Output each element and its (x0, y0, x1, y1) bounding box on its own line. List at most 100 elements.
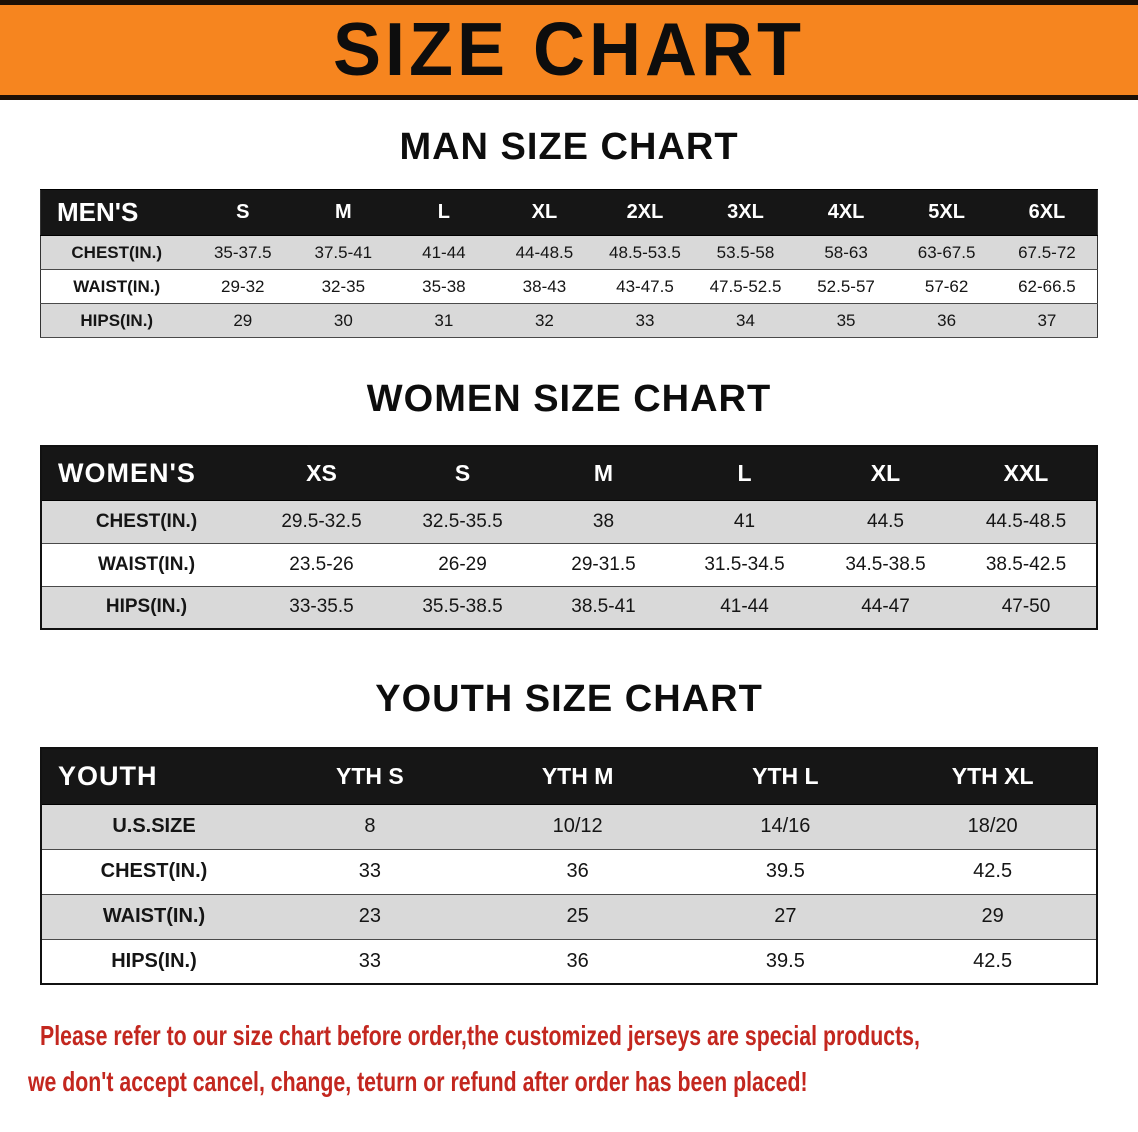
size-header-cell: 5XL (896, 189, 997, 236)
size-header-cell: 3XL (695, 189, 796, 236)
measurement-row: HIPS(IN.) 33-35.5 35.5-38.5 38.5-41 41-44 44-… (41, 585, 1097, 630)
value-cell: 33 (266, 848, 474, 895)
value-cell: 29 (192, 303, 294, 338)
measurement-row: WAIST(IN.) 23 25 27 29 (41, 893, 1097, 940)
row-label-cell: U.S.SIZE (41, 803, 266, 850)
size-header-cell: L (674, 445, 815, 501)
measurement-row: WAIST(IN.) 23.5-26 26-29 29-31.5 31.5-34.5 34… (41, 542, 1097, 587)
value-cell: 35-38 (393, 269, 495, 304)
value-cell: 42.5 (889, 848, 1097, 895)
value-cell: 31.5-34.5 (674, 542, 815, 587)
table-title-cell: WOMEN'S (41, 445, 251, 501)
size-header-cell: XS (251, 445, 392, 501)
value-cell: 30 (293, 303, 394, 338)
measurement-row: U.S.SIZE 8 10/12 14/16 18/20 (41, 803, 1097, 850)
value-cell: 32.5-35.5 (392, 499, 533, 544)
row-label-cell: CHEST(IN.) (41, 848, 266, 895)
women-size-table: WOMEN'S XS S M L XL XXL CHEST(IN.) 29.5-32.5 32.5… (40, 445, 1098, 630)
value-cell: 38-43 (494, 269, 595, 304)
row-label-cell: CHEST(IN.) (41, 499, 251, 544)
value-cell: 37.5-41 (293, 235, 394, 270)
table-body: CHEST(IN.) 29.5-32.5 32.5-35.5 38 41 44.5 44.5… (41, 499, 1097, 630)
table-header-row: WOMEN'S XS S M L XL XXL (41, 445, 1097, 501)
size-header-cell: M (293, 189, 394, 236)
measurement-row: CHEST(IN.) 35-37.5 37.5-41 41-44 44-48.5 48.5… (40, 235, 1098, 270)
measurement-row: CHEST(IN.) 33 36 39.5 42.5 (41, 848, 1097, 895)
size-header-cell: S (192, 189, 294, 236)
value-cell: 33 (594, 303, 696, 338)
size-header-cell: YTH S (266, 747, 474, 805)
value-cell: 58-63 (795, 235, 897, 270)
row-label-cell: WAIST(IN.) (40, 269, 193, 304)
value-cell: 47-50 (956, 585, 1097, 630)
value-cell: 43-47.5 (594, 269, 696, 304)
table-head: MEN'S S M L XL 2XL 3XL 4XL 5XL 6XL (40, 189, 1098, 236)
value-cell: 14/16 (681, 803, 890, 850)
youth-size-table: YOUTH YTH S YTH M YTH L YTH XL U.S.SIZE 8 10/12… (40, 747, 1098, 985)
size-header-cell: S (392, 445, 533, 501)
value-cell: 42.5 (889, 938, 1097, 985)
value-cell: 52.5-57 (795, 269, 897, 304)
footer-disclaimer: Please refer to our size chart before or… (0, 1013, 1138, 1123)
size-header-cell: YTH L (681, 747, 890, 805)
youth-size-chart-section: YOUTH SIZE CHART YOUTH YTH S YTH M YTH L YTH… (0, 678, 1138, 985)
row-label-cell: CHEST(IN.) (40, 235, 193, 270)
table-header-row: MEN'S S M L XL 2XL 3XL 4XL 5XL 6XL (40, 189, 1098, 236)
value-cell: 36 (473, 938, 682, 985)
men-section-heading: MAN SIZE CHART (399, 126, 739, 168)
value-cell: 10/12 (473, 803, 682, 850)
table-body: U.S.SIZE 8 10/12 14/16 18/20 CHEST(IN.) 33 36 39… (41, 803, 1097, 985)
value-cell: 44.5 (815, 499, 956, 544)
value-cell: 23 (266, 893, 474, 940)
women-section-heading: WOMEN SIZE CHART (366, 378, 772, 420)
value-cell: 36 (896, 303, 997, 338)
value-cell: 67.5-72 (996, 235, 1098, 270)
value-cell: 35-37.5 (192, 235, 294, 270)
row-label-cell: WAIST(IN.) (41, 542, 251, 587)
value-cell: 25 (473, 893, 682, 940)
value-cell: 23.5-26 (251, 542, 392, 587)
value-cell: 29-31.5 (533, 542, 674, 587)
value-cell: 38 (533, 499, 674, 544)
value-cell: 18/20 (889, 803, 1097, 850)
value-cell: 32 (494, 303, 595, 338)
table-head: YOUTH YTH S YTH M YTH L YTH XL (41, 747, 1097, 805)
value-cell: 41 (674, 499, 815, 544)
banner-title: SIZE CHART (333, 8, 805, 93)
size-header-cell: 2XL (594, 189, 696, 236)
value-cell: 34.5-38.5 (815, 542, 956, 587)
size-header-cell: XL (494, 189, 595, 236)
size-header-cell: YTH XL (889, 747, 1097, 805)
value-cell: 39.5 (681, 848, 890, 895)
size-header-cell: L (393, 189, 495, 236)
footer-note-line2: we don't accept cancel, change, teturn o… (28, 1066, 808, 1097)
size-header-cell: XL (815, 445, 956, 501)
value-cell: 44.5-48.5 (956, 499, 1097, 544)
value-cell: 63-67.5 (896, 235, 997, 270)
row-label-cell: HIPS(IN.) (41, 938, 266, 985)
measurement-row: HIPS(IN.) 29 30 31 32 33 34 35 36 37 (40, 303, 1098, 338)
size-header-cell: 6XL (996, 189, 1098, 236)
banner: SIZE CHART (0, 0, 1138, 100)
size-header-cell: 4XL (795, 189, 897, 236)
value-cell: 33 (266, 938, 474, 985)
size-header-cell: M (533, 445, 674, 501)
value-cell: 48.5-53.5 (594, 235, 696, 270)
value-cell: 38.5-42.5 (956, 542, 1097, 587)
measurement-row: HIPS(IN.) 33 36 39.5 42.5 (41, 938, 1097, 985)
value-cell: 35.5-38.5 (392, 585, 533, 630)
row-label-cell: HIPS(IN.) (40, 303, 193, 338)
value-cell: 44-47 (815, 585, 956, 630)
value-cell: 38.5-41 (533, 585, 674, 630)
value-cell: 31 (393, 303, 495, 338)
size-header-cell: XXL (956, 445, 1097, 501)
size-header-cell: YTH M (473, 747, 682, 805)
value-cell: 37 (996, 303, 1098, 338)
table-title-cell: YOUTH (41, 747, 266, 805)
value-cell: 62-66.5 (996, 269, 1098, 304)
value-cell: 41-44 (393, 235, 495, 270)
measurement-row: CHEST(IN.) 29.5-32.5 32.5-35.5 38 41 44.5 44.5… (41, 499, 1097, 544)
men-size-table: MEN'S S M L XL 2XL 3XL 4XL 5XL 6XL CHEST(IN.) 35-37… (40, 189, 1098, 338)
women-size-chart-section: WOMEN SIZE CHART WOMEN'S XS S M L XL XXL CHEST(… (0, 378, 1138, 630)
